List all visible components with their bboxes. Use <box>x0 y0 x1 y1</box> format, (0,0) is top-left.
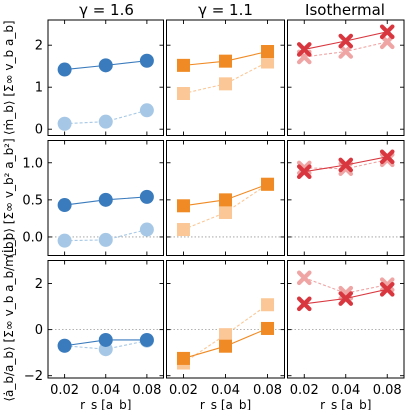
solid-series-point <box>296 164 312 179</box>
panel-frame <box>166 19 285 136</box>
solid-series-point <box>57 198 72 213</box>
column-titles: γ = 1.6 γ = 1.1 Isothermal <box>79 1 385 19</box>
column-title: γ = 1.1 <box>198 1 253 19</box>
dashed-series-point <box>261 55 275 69</box>
dashed-series-point <box>176 87 190 100</box>
panel: 0.02 0.04 0.08 <box>287 260 405 398</box>
solid-series-point <box>219 339 232 353</box>
solid-series-point <box>261 177 275 191</box>
x-tick-label: 0.04 <box>211 383 240 398</box>
x-tick-label: 0.02 <box>50 383 79 398</box>
y-tick-label: 2 <box>35 39 43 54</box>
x-tick-label: 0.02 <box>169 383 198 398</box>
solid-series-point <box>296 296 312 312</box>
dashed-series-point <box>296 270 312 286</box>
x-axis-label: r_s [a_b] <box>80 398 131 410</box>
panel: −2 0 2 0.02 0.04 0.08 <box>24 260 164 398</box>
panel: 0 1 2 <box>35 19 164 138</box>
y-tick-label: 0.5 <box>22 193 43 208</box>
dashed-series-point <box>139 103 154 118</box>
dashed-series-point <box>98 232 113 247</box>
panel: 0.0 0.5 1.0 <box>22 140 164 256</box>
panel-frame <box>166 140 285 256</box>
dashed-series-line <box>304 277 388 294</box>
dashed-series-point <box>261 298 275 312</box>
solid-series-point <box>379 281 395 297</box>
x-tick-label: 0.08 <box>132 383 161 398</box>
solid-series-point <box>261 321 275 335</box>
x-tick-label: 0.02 <box>290 383 319 398</box>
panel <box>287 140 405 256</box>
x-axis-label: r_s [a_b] <box>200 398 251 410</box>
dashed-series-point <box>338 44 354 59</box>
y-tick-label: 0 <box>35 123 43 138</box>
solid-series-point <box>379 24 395 40</box>
solid-series-point <box>261 45 275 58</box>
y-tick-label: −2 <box>24 369 43 384</box>
panel <box>287 19 405 136</box>
x-tick-label: 0.08 <box>373 383 402 398</box>
solid-series-point <box>219 54 232 68</box>
x-axis-labels: r_s [a_b] r_s [a_b] r_s [a_b] <box>80 398 371 410</box>
panel <box>166 140 285 256</box>
column-title: γ = 1.6 <box>79 1 134 19</box>
dashed-series-point <box>98 114 113 129</box>
solid-series-point <box>176 199 190 213</box>
solid-series-point <box>379 149 395 165</box>
panel-grid: 0 1 2 0.0 0.5 1.0 −2 0 2 0.02 0.04 0.08 0.02 0.04 0.08… <box>22 19 405 398</box>
solid-series-point <box>338 291 354 306</box>
solid-series-point <box>338 33 354 49</box>
solid-series-point <box>219 193 232 207</box>
solid-series-point <box>139 332 154 347</box>
panel-frame <box>287 140 405 256</box>
y-axis-label: ⟨L̇_b⟩ [Σ∞ v_b² a_b²] <box>2 138 16 257</box>
solid-series-point <box>139 189 154 204</box>
y-tick-label: 1.0 <box>22 156 43 171</box>
dashed-series-point <box>219 328 232 342</box>
dashed-series-point <box>379 34 395 50</box>
dashed-series-point <box>57 233 72 248</box>
panel: 0.02 0.04 0.08 <box>166 260 285 398</box>
solid-series-point <box>176 58 190 72</box>
y-tick-label: 2 <box>35 277 43 292</box>
solid-series-point <box>57 62 72 77</box>
y-axis-label: ⟨ȧ_b/a_b⟩ [Σ∞ v_b a_b/m_b] <box>2 237 16 402</box>
dashed-series-point <box>219 205 232 219</box>
solid-series-point <box>98 58 113 73</box>
panel-frame <box>47 140 164 256</box>
y-tick-label: 1 <box>35 81 43 96</box>
solid-series-point <box>338 157 354 173</box>
panel-frame <box>47 19 164 136</box>
panel-frame <box>287 19 405 136</box>
solid-series-point <box>98 192 113 207</box>
dashed-series-point <box>176 223 190 237</box>
panel-frame <box>287 260 405 379</box>
solid-series-point <box>139 53 154 68</box>
x-tick-label: 0.04 <box>331 383 360 398</box>
dashed-series-point <box>57 116 72 131</box>
panel-frame <box>166 260 285 379</box>
solid-series-point <box>176 351 190 365</box>
column-title: Isothermal <box>305 1 385 19</box>
solid-series-point <box>296 42 312 57</box>
x-tick-label: 0.08 <box>253 383 282 398</box>
dashed-series-point <box>219 77 232 91</box>
y-axis-label: ⟨ṁ_b⟩ [Σ∞ v_b a_b] <box>2 20 16 135</box>
x-axis-label: r_s [a_b] <box>320 398 371 410</box>
panel <box>166 19 285 136</box>
dashed-series-point <box>139 222 154 237</box>
y-tick-label: 0.0 <box>22 230 43 245</box>
panel-frame <box>47 260 164 379</box>
y-tick-label: 0 <box>35 323 43 338</box>
solid-series-point <box>57 338 72 353</box>
x-tick-label: 0.04 <box>91 383 120 398</box>
row-y-labels: ⟨ṁ_b⟩ [Σ∞ v_b a_b] ⟨L̇_b⟩ [Σ∞ v_b² a_b²]⟨… <box>2 20 16 401</box>
solid-series-point <box>98 332 113 347</box>
